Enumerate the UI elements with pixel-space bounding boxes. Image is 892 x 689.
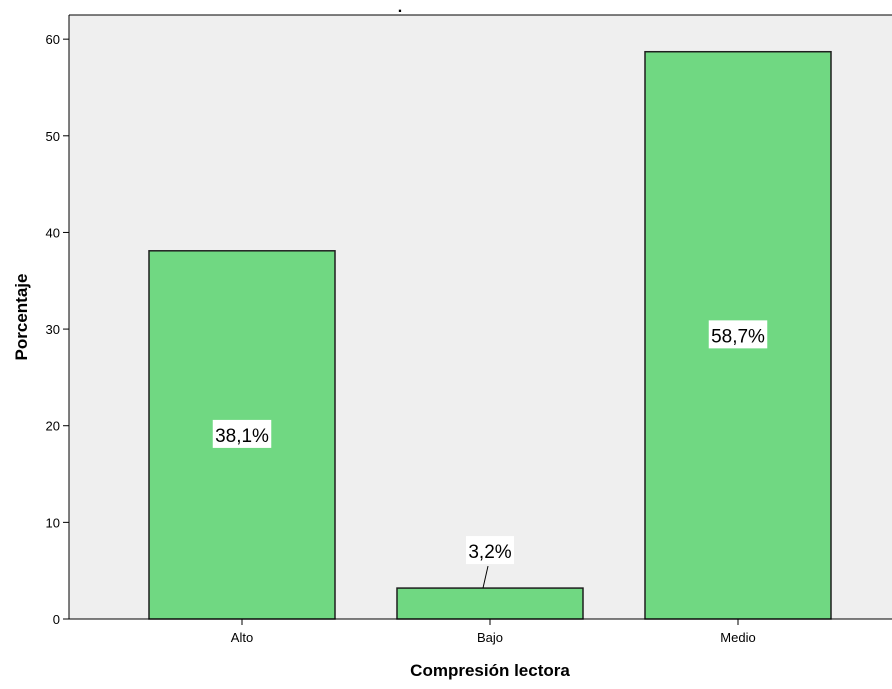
y-axis-label: Porcentaje [12, 274, 31, 361]
data-label-box [212, 419, 272, 448]
data-label-text: 58,7% [711, 326, 765, 347]
data-label-text: 3,2% [468, 542, 511, 563]
y-tick-label: 20 [46, 419, 60, 434]
data-label-medio: 58,7% [708, 320, 768, 349]
x-tick-label-bajo: Bajo [477, 630, 503, 645]
y-tick-label: 50 [46, 129, 60, 144]
chart-title: . [398, 0, 402, 16]
y-tick-label: 0 [53, 612, 60, 627]
data-label-alto: 38,1% [212, 419, 272, 448]
y-tick-label: 40 [46, 225, 60, 240]
y-tick-label: 60 [46, 32, 60, 47]
x-tick-label-alto: Alto [231, 630, 253, 645]
data-label-box [708, 320, 768, 349]
y-tick-label: 30 [46, 322, 60, 337]
data-label-text: 38,1% [215, 426, 269, 447]
x-axis-label: Compresión lectora [410, 661, 570, 680]
y-tick-label: 10 [46, 515, 60, 530]
data-label-leader [482, 565, 489, 589]
data-label-bajo: 3,2% [466, 536, 514, 589]
x-tick-label-medio: Medio [720, 630, 755, 645]
bar-bajo [396, 587, 584, 620]
data-label-box [466, 536, 514, 565]
